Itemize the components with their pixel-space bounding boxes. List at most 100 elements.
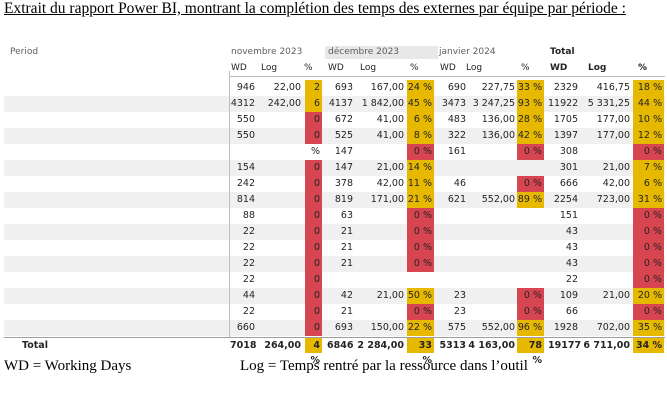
table-row: 550 0 % 525 41,00 8 % 322 136,00 42 % 1397 177,00… (4, 128, 665, 157)
cell-wd-december: 378 (334, 178, 353, 189)
powerbi-matrix-table: Period novembre 2023 décembre 2023 janvi… (4, 43, 665, 366)
cell-wd-november: 22 (242, 258, 255, 269)
subheader-november-log[interactable]: Log (261, 63, 278, 73)
cell-wd-january: 621 (447, 194, 466, 205)
subheader-total-pct[interactable]: % (638, 63, 648, 73)
month-header-january[interactable]: janvier 2024 (439, 47, 496, 57)
subheader-december-wd[interactable]: WD (328, 63, 344, 73)
cell-log-december (355, 304, 404, 320)
cell-log-january (468, 304, 515, 320)
cell-wd-total: 308 (559, 146, 578, 157)
cell-wd-total: 2254 (553, 194, 578, 205)
cell-wd-january: 23 (453, 306, 466, 317)
cell-pct-december: 0 % (407, 240, 434, 256)
subheader-total-log[interactable]: Log (588, 63, 607, 73)
cell-pct-january: 96 % (517, 320, 544, 336)
cell-wd-december: 693 (334, 322, 353, 333)
cell-wd-december: 4137 (328, 98, 353, 109)
cell-pct-total: 0 % (633, 240, 664, 256)
subheader-december-pct[interactable]: % (410, 63, 419, 73)
cell-log-january: 227,75 (481, 82, 515, 93)
cell-wd-december: 21 (340, 306, 353, 317)
cell-pct-november: 0 % (305, 160, 322, 189)
cell-pct-november (305, 144, 322, 160)
cell-log-january: 3 247,25 (472, 98, 515, 109)
cell-pct-november: 0 % (305, 192, 322, 221)
cell-pct-december: 24 % (407, 80, 434, 96)
cell-wd-december: 21 (340, 258, 353, 269)
cell-log-total: 416,75 (596, 82, 630, 93)
cell-wd-november: 22 (242, 242, 255, 253)
cell-wd-december: 63 (340, 210, 353, 221)
cell-log-december: 167,00 (370, 82, 404, 93)
cell-wd-total: 151 (559, 210, 578, 221)
cell-pct-january: 89 % (517, 192, 544, 208)
table-row: 22 0 % 21 0 % 43 0 % (4, 256, 665, 285)
cell-wd-total: 66 (565, 306, 578, 317)
cell-wd-december: 21 (340, 242, 353, 253)
total-row: Total 7018 264,00 4 % 6846 2 284,00 33 % 5313 4 … (4, 337, 665, 366)
cell-wd-november: 946 (236, 82, 255, 93)
cell-wd-november (230, 144, 255, 160)
cell-pct-january: 33 % (517, 80, 544, 96)
cell-wd-january (439, 240, 466, 256)
cell-pct-december: 11 % (407, 176, 434, 192)
cell-pct-total: 0 % (633, 144, 664, 160)
subheader-january-wd[interactable]: WD (440, 63, 456, 73)
cell-pct-january (517, 240, 544, 256)
cell-pct-december: 0 % (407, 256, 434, 272)
cell-log-december (355, 240, 404, 256)
cell-log-january (468, 208, 515, 224)
cell-wd-january: 5313 (439, 340, 466, 351)
month-header-november[interactable]: novembre 2023 (231, 47, 303, 57)
subheader-january-log[interactable]: Log (466, 63, 483, 73)
cell-wd-november: 4312 (230, 98, 255, 109)
cell-log-january (468, 224, 515, 240)
month-header-december[interactable]: décembre 2023 (325, 46, 438, 59)
cell-pct-november: 0 % (305, 320, 322, 349)
cell-wd-january (439, 224, 466, 240)
cell-log-total: 702,00 (596, 322, 630, 333)
cell-pct-november: 6 % (305, 96, 322, 125)
cell-log-november (257, 128, 301, 144)
cell-wd-december: 21 (340, 226, 353, 237)
cell-pct-december: 6 % (407, 112, 434, 128)
header-divider (229, 76, 665, 77)
cell-log-total: 723,00 (596, 194, 630, 205)
cell-pct-january: 78 % (517, 338, 544, 366)
cell-log-january (468, 288, 515, 304)
cell-log-total: 177,00 (596, 114, 630, 125)
cell-log-december: 2 284,00 (357, 340, 404, 351)
cell-wd-december: 6846 (327, 340, 354, 351)
subheader-total-wd[interactable]: WD (550, 63, 568, 73)
period-column-header[interactable]: Period (10, 47, 39, 57)
legend-log: Log = Temps rentré par la ressource dans… (240, 358, 528, 374)
cell-pct-november: 0 % (305, 240, 322, 269)
cell-log-november (257, 160, 301, 176)
cell-wd-november: 88 (242, 210, 255, 221)
cell-log-november (257, 112, 301, 128)
cell-log-december (355, 208, 404, 224)
cell-log-january: 552,00 (481, 322, 515, 333)
subheader-november-pct[interactable]: % (304, 63, 313, 73)
cell-wd-january (439, 256, 466, 272)
month-header-total[interactable]: Total (550, 47, 575, 57)
cell-pct-total: 7 % (633, 160, 664, 176)
cell-log-january (468, 176, 515, 192)
cell-pct-november: 0 % (305, 304, 322, 333)
cell-pct-total: 6 % (633, 176, 664, 192)
cell-log-november (257, 240, 301, 256)
table-row: 88 0 % 63 0 % 151 0 % (4, 208, 665, 237)
cell-pct-total: 20 % (633, 288, 664, 304)
cell-wd-november: 660 (236, 322, 255, 333)
subheader-november-wd[interactable]: WD (231, 63, 247, 73)
cell-pct-november: 0 % (305, 176, 322, 205)
subheader-january-pct[interactable]: % (521, 63, 530, 73)
cell-wd-total: 109 (559, 290, 578, 301)
cell-pct-total: 10 % (633, 112, 664, 128)
cell-pct-november: 0 % (305, 224, 322, 253)
subheader-december-log[interactable]: Log (360, 63, 377, 73)
cell-log-december: 42,00 (376, 178, 404, 189)
